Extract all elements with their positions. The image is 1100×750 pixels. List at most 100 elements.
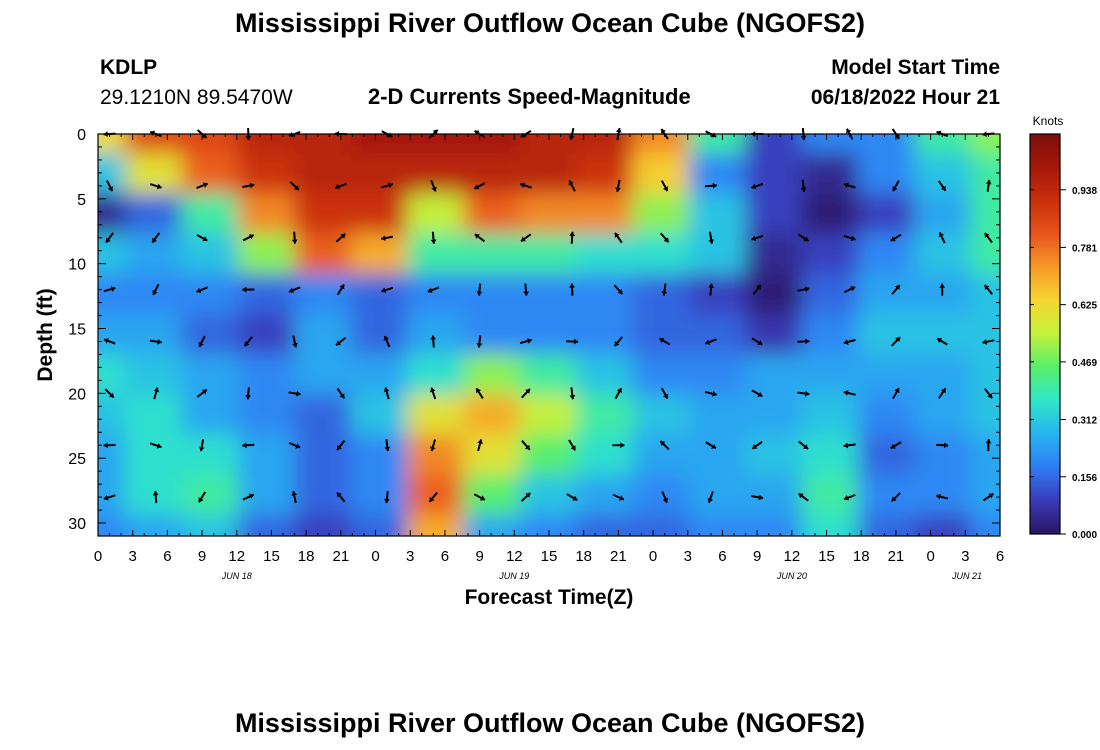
heatmap-cell <box>576 313 635 357</box>
heatmap-cell <box>181 313 240 357</box>
heatmap-cell <box>858 313 917 357</box>
x-tick-label: 3 <box>684 548 692 565</box>
heatmap-cell <box>914 474 973 517</box>
heatmap-cell <box>632 273 691 316</box>
x-tick-label: 6 <box>163 548 171 565</box>
current-arrow <box>428 491 438 503</box>
heatmap-cell <box>858 153 917 196</box>
x-tick-label: 12 <box>506 548 523 565</box>
heatmap-cell <box>181 474 240 517</box>
heatmap-cell <box>688 273 748 316</box>
current-arrow <box>381 286 394 294</box>
current-arrow <box>103 494 116 501</box>
current-arrow <box>105 232 114 244</box>
current-arrow <box>336 387 346 399</box>
heatmap-cell <box>970 273 1000 316</box>
date-label: JUN 21 <box>951 571 982 581</box>
current-arrow <box>707 491 714 504</box>
heatmap-cell <box>914 514 973 536</box>
heatmap-cell <box>463 153 522 196</box>
station-id: KDLP <box>100 56 158 79</box>
heatmap-cell <box>407 273 466 316</box>
current-arrow <box>751 440 763 450</box>
heatmap-cell <box>858 134 917 156</box>
current-arrow <box>384 439 391 452</box>
heatmap-cell <box>745 313 804 357</box>
heatmap-cell <box>519 193 579 236</box>
heatmap-cell <box>294 394 353 437</box>
current-arrow <box>890 441 902 450</box>
heatmap-cell <box>970 134 1000 156</box>
x-tick-label: 18 <box>575 548 592 565</box>
y-tick-label: 10 <box>68 257 86 274</box>
heatmap-cell <box>181 514 240 536</box>
current-arrow <box>476 335 483 348</box>
heatmap-cell <box>237 313 297 357</box>
heatmap-cell <box>125 354 184 397</box>
heatmap-cell <box>237 153 297 196</box>
current-arrow <box>797 492 809 502</box>
current-arrow <box>288 286 301 294</box>
heatmap-cell <box>632 434 691 477</box>
current-arrow <box>473 493 486 501</box>
heatmap-cell <box>576 193 635 236</box>
heatmap-cell <box>801 233 861 276</box>
x-tick-label: 6 <box>441 548 449 565</box>
current-arrow <box>334 182 347 190</box>
heatmap-cell <box>745 273 804 316</box>
current-arrow <box>381 182 394 189</box>
x-tick-label: 18 <box>298 548 315 565</box>
heatmap-cell <box>688 514 748 536</box>
current-arrow <box>936 493 949 500</box>
colorbar: Knots 0.938 0.781 0.625 0.469 0.312 0.156 0.00… <box>1029 114 1097 541</box>
current-arrow <box>659 232 670 243</box>
current-arrow <box>982 492 994 502</box>
heatmap-cell <box>98 394 128 437</box>
date-label: JUN 18 <box>221 571 252 581</box>
current-arrow <box>843 286 856 294</box>
heatmap-cell <box>181 394 240 437</box>
heatmap-cell <box>294 233 353 276</box>
current-arrow <box>843 235 856 242</box>
heatmap-cell <box>632 313 691 357</box>
current-arrow <box>473 182 486 190</box>
heatmap-cell <box>407 394 466 437</box>
heatmap-cell <box>801 134 861 156</box>
heatmap-cell <box>688 134 748 156</box>
current-vectors <box>103 127 995 504</box>
heatmap-cell <box>181 233 240 276</box>
heatmap-cell <box>801 354 861 397</box>
heatmap-cell <box>519 313 579 357</box>
heatmap-cell <box>688 313 748 357</box>
x-tick-label: 21 <box>888 548 905 565</box>
heatmap-cell <box>970 394 1000 437</box>
heatmap-cell <box>463 474 522 517</box>
current-arrow <box>938 387 947 399</box>
heatmap-cell <box>519 153 579 196</box>
current-arrow <box>660 180 669 192</box>
heatmap-cell <box>688 193 748 236</box>
x-tick-label: 15 <box>818 548 835 565</box>
current-arrow <box>475 387 484 399</box>
current-arrow <box>520 492 531 502</box>
heatmap-cell <box>125 193 184 236</box>
current-arrow <box>751 389 763 398</box>
heatmap-cell <box>237 514 297 536</box>
current-arrow <box>751 337 763 346</box>
current-arrow <box>383 491 390 504</box>
colorbar-tick-label: 0.938 <box>1072 186 1097 197</box>
heatmap-cell <box>801 434 861 477</box>
current-arrow <box>566 493 578 501</box>
current-arrow <box>890 492 901 502</box>
y-axis: 0 5 10 15 20 25 30 <box>68 127 1000 537</box>
heatmap-cell <box>294 153 353 196</box>
current-arrow <box>105 180 114 192</box>
x-tick-label: 6 <box>996 548 1004 565</box>
heatmap-cell <box>914 273 973 316</box>
current-arrow <box>751 234 764 242</box>
heatmap-cell <box>407 233 466 276</box>
heatmap-cell <box>407 474 466 517</box>
current-arrow <box>335 336 347 346</box>
model-start-value: 06/18/2022 Hour 21 <box>810 86 1000 109</box>
current-arrow <box>104 388 115 399</box>
